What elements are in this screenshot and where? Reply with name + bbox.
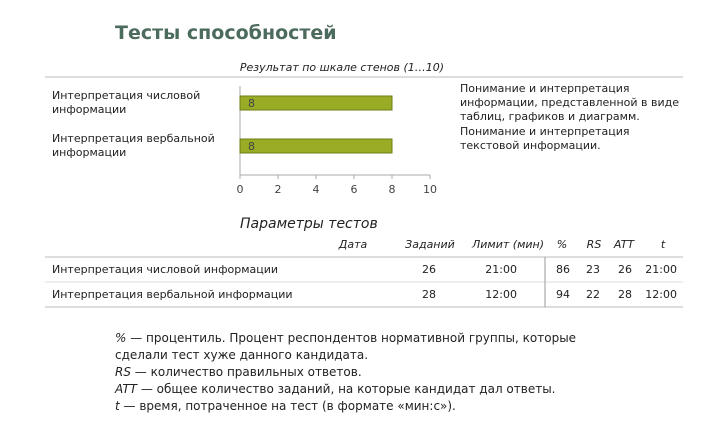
- column-header: Дата: [338, 238, 368, 251]
- category-label: Интерпретация числовой информации: [52, 89, 201, 116]
- note: RS — количество правильных ответов.: [115, 364, 625, 381]
- note: ATT — общее количество заданий, на котор…: [115, 381, 625, 398]
- row-label: Интерпретация числовой информации: [52, 263, 279, 276]
- column-header: RS: [586, 238, 602, 251]
- bar: [239, 95, 393, 111]
- value-label: 8: [248, 97, 255, 110]
- cell: 21:00: [645, 263, 677, 276]
- note-term: ATT: [115, 382, 137, 396]
- cell: 12:00: [485, 288, 517, 301]
- column-header: ATT: [613, 238, 635, 251]
- cell: 21:00: [485, 263, 517, 276]
- axis-title: Результат по шкале стенов (1…10): [239, 61, 445, 74]
- note-term: t: [115, 399, 120, 413]
- x-tick-label: 0: [237, 183, 244, 196]
- cell: 26: [618, 263, 632, 276]
- value-label: 8: [248, 140, 255, 153]
- note-text: — время, потраченное на тест (в формате …: [123, 399, 456, 413]
- note: t — время, потраченное на тест (в формат…: [115, 398, 625, 415]
- bar: [239, 138, 393, 154]
- column-header: t: [660, 238, 666, 251]
- cell: 86: [556, 263, 570, 276]
- x-tick-label: 6: [351, 183, 358, 196]
- page-title: Тесты способностей: [115, 22, 337, 44]
- cell: 28: [422, 288, 436, 301]
- row-label: Интерпретация вербальной информации: [52, 288, 293, 301]
- x-tick-label: 10: [423, 183, 437, 196]
- cell: 23: [586, 263, 600, 276]
- x-tick-label: 4: [313, 183, 320, 196]
- cell: 22: [586, 288, 600, 301]
- cell: 12:00: [645, 288, 677, 301]
- note-term: %: [115, 331, 127, 345]
- cell: 28: [618, 288, 632, 301]
- table-title: Параметры тестов: [240, 216, 378, 232]
- column-header: Лимит (мин): [472, 238, 544, 251]
- note-text: — процентиль. Процент респондентов норма…: [115, 331, 577, 362]
- x-tick-label: 2: [275, 183, 282, 196]
- cell: 94: [556, 288, 570, 301]
- note-term: RS: [115, 365, 131, 379]
- x-tick-label: 8: [389, 183, 396, 196]
- description: Понимание и интерпретация информации, пр…: [460, 82, 680, 123]
- column-header: %: [556, 238, 568, 251]
- cell: 26: [422, 263, 436, 276]
- description: Понимание и интерпретация текстовой инфо…: [460, 125, 630, 152]
- category-label: Интерпретация вербальной информации: [52, 132, 215, 159]
- note-text: — общее количество заданий, на которые к…: [140, 382, 556, 396]
- note: % — процентиль. Процент респондентов нор…: [115, 330, 625, 364]
- column-header: Заданий: [405, 238, 455, 251]
- note-text: — количество правильных ответов.: [134, 365, 362, 379]
